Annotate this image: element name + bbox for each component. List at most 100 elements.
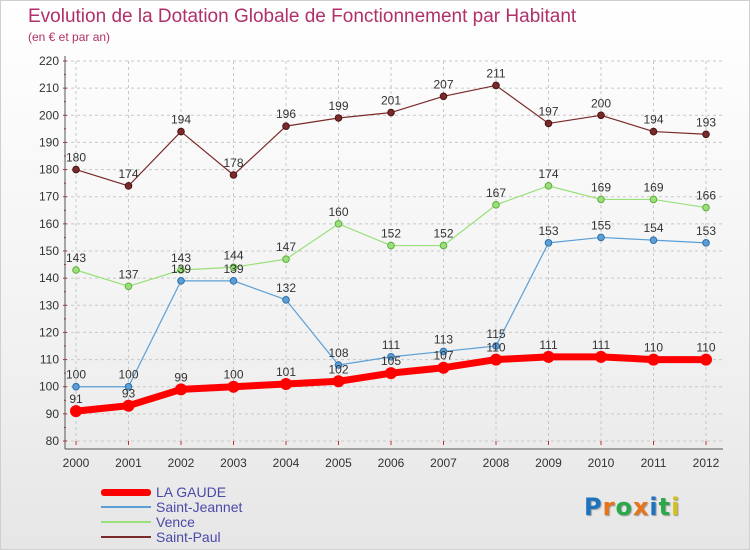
data-label-saint-paul: 178	[223, 156, 243, 170]
data-point-saint-paul	[72, 165, 80, 174]
legend-swatch-saint-jeannet	[101, 506, 151, 508]
logo-letter: o	[615, 493, 633, 521]
data-point-saint-paul	[177, 127, 185, 136]
data-label-la-gaude: 105	[381, 354, 401, 368]
data-label-la-gaude: 101	[276, 365, 296, 379]
legend-item-saint-paul: Saint-Paul	[101, 530, 341, 545]
data-label-saint-jeannet: 111	[382, 338, 401, 352]
data-point-saint-jeannet	[597, 233, 605, 242]
data-label-la-gaude: 91	[69, 392, 83, 406]
data-point-saint-jeannet	[544, 239, 553, 247]
y-tick-label-120: 120	[39, 325, 59, 339]
logo-letter: P	[584, 493, 603, 521]
data-point-vence	[282, 255, 290, 263]
data-label-saint-paul: 207	[433, 77, 453, 91]
data-point-vence	[72, 266, 80, 274]
data-point-saint-paul	[282, 122, 290, 130]
data-label-saint-jeannet: 132	[276, 281, 296, 295]
data-point-vence	[229, 263, 238, 272]
legend-label-la-gaude: LA GAUDE	[156, 484, 227, 500]
data-label-vence: 143	[171, 251, 191, 265]
x-tick-label-2004: 2004	[273, 456, 300, 470]
data-label-saint-paul: 174	[118, 167, 138, 181]
data-label-saint-paul: 193	[696, 115, 716, 129]
data-label-saint-paul: 199	[328, 99, 348, 113]
y-tick-label-200: 200	[39, 108, 59, 122]
data-point-la-gaude	[647, 353, 660, 366]
data-label-la-gaude: 100	[223, 368, 243, 382]
y-tick-label-160: 160	[39, 217, 59, 231]
y-tick-label-210: 210	[39, 81, 59, 95]
data-label-saint-jeannet: 115	[486, 327, 505, 341]
logo-letter: x	[632, 493, 650, 521]
logo-letter: r	[602, 493, 616, 521]
x-tick-label-2011: 2011	[641, 456, 667, 470]
x-tick-label-2006: 2006	[378, 456, 405, 470]
y-tick-label-170: 170	[39, 190, 59, 204]
y-tick-label-130: 130	[39, 298, 59, 312]
data-point-la-gaude	[385, 367, 397, 380]
data-point-saint-jeannet	[439, 347, 448, 356]
proxiti-logo: Proxiti	[584, 493, 680, 521]
data-point-saint-paul	[387, 108, 395, 117]
y-tick-label-100: 100	[39, 380, 59, 394]
legend-swatch-vence	[101, 521, 151, 523]
y-tick-label-180: 180	[39, 163, 59, 177]
data-point-la-gaude	[70, 405, 82, 418]
legend-item-la-gaude: LA GAUDE	[101, 485, 341, 500]
legend-label-saint-paul: Saint-Paul	[156, 529, 221, 545]
data-point-saint-paul	[334, 114, 343, 122]
data-point-saint-jeannet	[282, 296, 290, 304]
data-label-saint-jeannet: 154	[643, 221, 663, 235]
data-point-saint-paul	[544, 119, 553, 128]
data-point-saint-jeannet	[649, 236, 658, 244]
data-point-vence	[492, 201, 500, 209]
data-label-la-gaude: 111	[592, 338, 611, 352]
data-label-saint-paul: 194	[171, 113, 191, 127]
data-point-saint-paul	[439, 92, 448, 101]
data-point-saint-paul	[702, 130, 710, 139]
data-point-la-gaude	[542, 350, 555, 363]
data-label-saint-paul: 201	[381, 94, 401, 108]
data-label-saint-paul: 194	[643, 113, 663, 127]
data-label-saint-jeannet: 139	[223, 262, 243, 276]
data-label-vence: 152	[433, 227, 453, 241]
data-label-saint-jeannet: 155	[591, 218, 611, 232]
y-tick-label-80: 80	[46, 434, 60, 448]
x-tick-label-2001: 2001	[115, 456, 142, 470]
x-tick-label-2010: 2010	[588, 456, 615, 470]
data-label-vence: 160	[328, 205, 348, 219]
data-point-saint-paul	[492, 81, 500, 90]
x-tick-label-2012: 2012	[693, 456, 720, 470]
chart-subtitle: (en € et par an)	[28, 30, 111, 44]
data-label-la-gaude: 102	[328, 362, 348, 376]
data-label-la-gaude: 110	[486, 341, 505, 355]
data-point-vence	[124, 282, 133, 291]
data-point-la-gaude	[437, 361, 450, 374]
x-tick-label-2002: 2002	[168, 456, 195, 470]
data-label-saint-jeannet: 153	[538, 224, 558, 238]
data-label-la-gaude: 99	[174, 370, 188, 384]
data-point-la-gaude	[122, 399, 135, 412]
x-tick-label-2005: 2005	[325, 456, 352, 470]
x-tick-label-2000: 2000	[63, 456, 90, 470]
y-tick-label-190: 190	[39, 135, 59, 149]
data-label-vence: 144	[223, 248, 243, 262]
data-point-vence	[702, 203, 710, 212]
data-label-saint-jeannet: 113	[434, 332, 453, 346]
y-tick-label-150: 150	[39, 244, 59, 258]
data-label-vence: 147	[276, 240, 296, 254]
legend-item-vence: Vence	[101, 515, 341, 530]
data-label-vence: 152	[381, 227, 401, 241]
data-label-saint-paul: 180	[66, 151, 86, 165]
data-label-vence: 143	[66, 251, 86, 265]
data-point-saint-paul	[649, 127, 658, 136]
data-point-saint-paul	[124, 182, 133, 190]
data-label-saint-jeannet: 153	[696, 224, 716, 238]
data-label-vence: 137	[118, 267, 138, 281]
legend-swatch-saint-paul	[101, 536, 151, 538]
logo-letter: t	[658, 493, 672, 521]
data-point-la-gaude	[700, 353, 712, 366]
data-label-la-gaude: 111	[539, 338, 558, 352]
